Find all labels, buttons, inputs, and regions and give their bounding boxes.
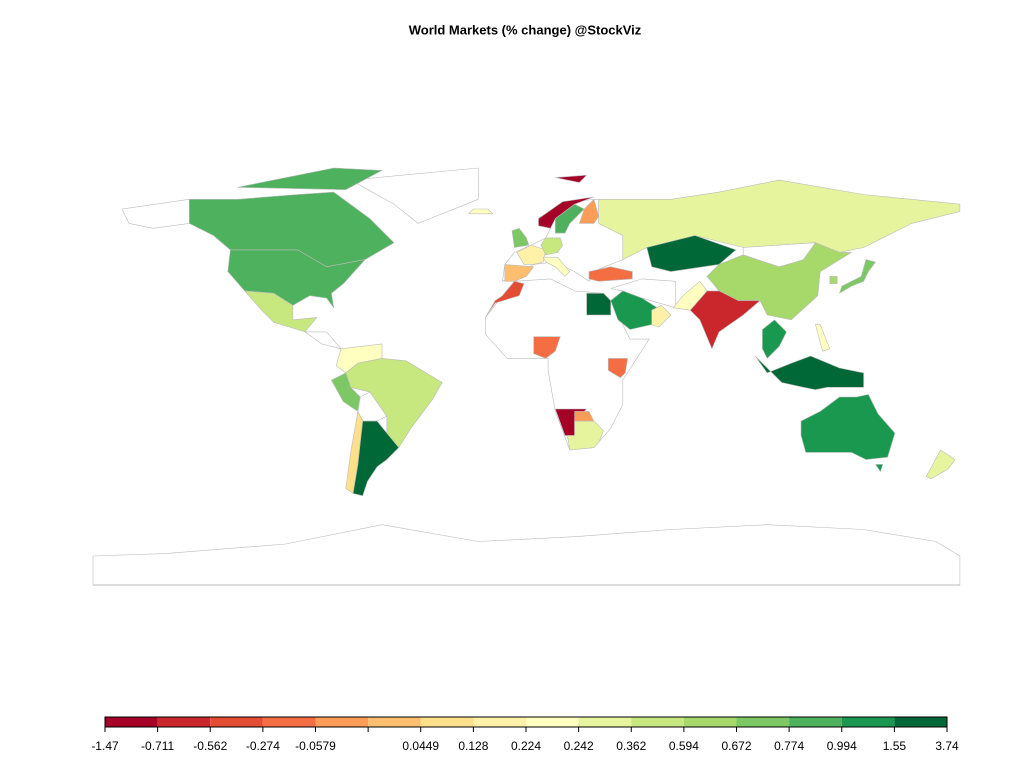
country bbox=[540, 237, 563, 256]
country bbox=[121, 199, 190, 229]
legend-swatch bbox=[789, 717, 842, 727]
legend-swatch bbox=[368, 717, 421, 727]
country bbox=[352, 420, 400, 497]
country bbox=[762, 319, 787, 359]
legend-label: 0.128 bbox=[458, 739, 488, 753]
legend-label: 0.774 bbox=[774, 739, 804, 753]
country bbox=[485, 280, 525, 318]
chart-title: World Markets (% change) @StockViz bbox=[409, 22, 642, 37]
legend-label: 0.362 bbox=[616, 739, 646, 753]
country bbox=[586, 292, 612, 316]
country bbox=[800, 394, 896, 460]
legend: -1.47 -0.711 -0.562 -0.274 -0.0579 0.0449 0.12… bbox=[91, 716, 959, 753]
country bbox=[839, 259, 876, 294]
legend-label: -0.711 bbox=[141, 739, 174, 753]
country bbox=[689, 290, 761, 350]
country bbox=[598, 179, 961, 260]
country bbox=[244, 290, 318, 333]
legend-swatch bbox=[420, 717, 474, 727]
country bbox=[925, 449, 956, 480]
legend-label: -0.0579 bbox=[295, 739, 336, 753]
country bbox=[567, 420, 604, 451]
country bbox=[574, 411, 595, 422]
legend-swatch bbox=[631, 717, 684, 727]
country bbox=[237, 167, 383, 190]
country bbox=[607, 358, 628, 379]
country bbox=[516, 244, 547, 265]
country bbox=[485, 278, 650, 451]
country bbox=[579, 199, 600, 224]
legend-swatch bbox=[157, 717, 211, 727]
country bbox=[538, 196, 595, 229]
legend-swatch bbox=[736, 717, 790, 727]
country bbox=[754, 355, 864, 391]
legend-swatch bbox=[841, 717, 895, 727]
legend-label: 0.672 bbox=[721, 739, 751, 753]
legend-label: 0.224 bbox=[511, 739, 541, 753]
country bbox=[92, 524, 961, 586]
legend-label: -1.47 bbox=[91, 739, 119, 753]
country bbox=[504, 264, 535, 282]
country bbox=[511, 228, 530, 248]
legend-label: -0.274 bbox=[246, 739, 280, 753]
legend-swatch bbox=[473, 717, 526, 727]
legend-label: 0.0449 bbox=[402, 739, 439, 753]
legend-label: 3.74 bbox=[935, 739, 959, 753]
legend-label: -0.562 bbox=[193, 739, 227, 753]
country bbox=[651, 305, 672, 328]
country bbox=[554, 174, 587, 183]
legend-swatch bbox=[210, 717, 263, 727]
country bbox=[875, 464, 884, 473]
country bbox=[350, 167, 479, 224]
country bbox=[304, 331, 342, 350]
legend-label: 0.994 bbox=[827, 739, 857, 753]
legend-swatch bbox=[683, 717, 737, 727]
country bbox=[829, 276, 838, 285]
country bbox=[542, 256, 571, 277]
map bbox=[92, 167, 961, 586]
legend-label: 1.55 bbox=[883, 739, 907, 753]
country bbox=[672, 280, 708, 311]
legend-swatch bbox=[262, 717, 316, 727]
legend-label: 0.242 bbox=[564, 739, 594, 753]
legend-swatch bbox=[105, 717, 158, 727]
legend-label: 0.594 bbox=[669, 739, 699, 753]
legend-swatch bbox=[526, 717, 579, 727]
country bbox=[533, 336, 561, 359]
country bbox=[588, 266, 633, 282]
country bbox=[815, 324, 831, 352]
legend-swatch bbox=[894, 717, 947, 727]
legend-swatch bbox=[315, 717, 369, 727]
country bbox=[468, 208, 494, 215]
country bbox=[742, 242, 816, 268]
legend-swatch bbox=[578, 717, 632, 727]
